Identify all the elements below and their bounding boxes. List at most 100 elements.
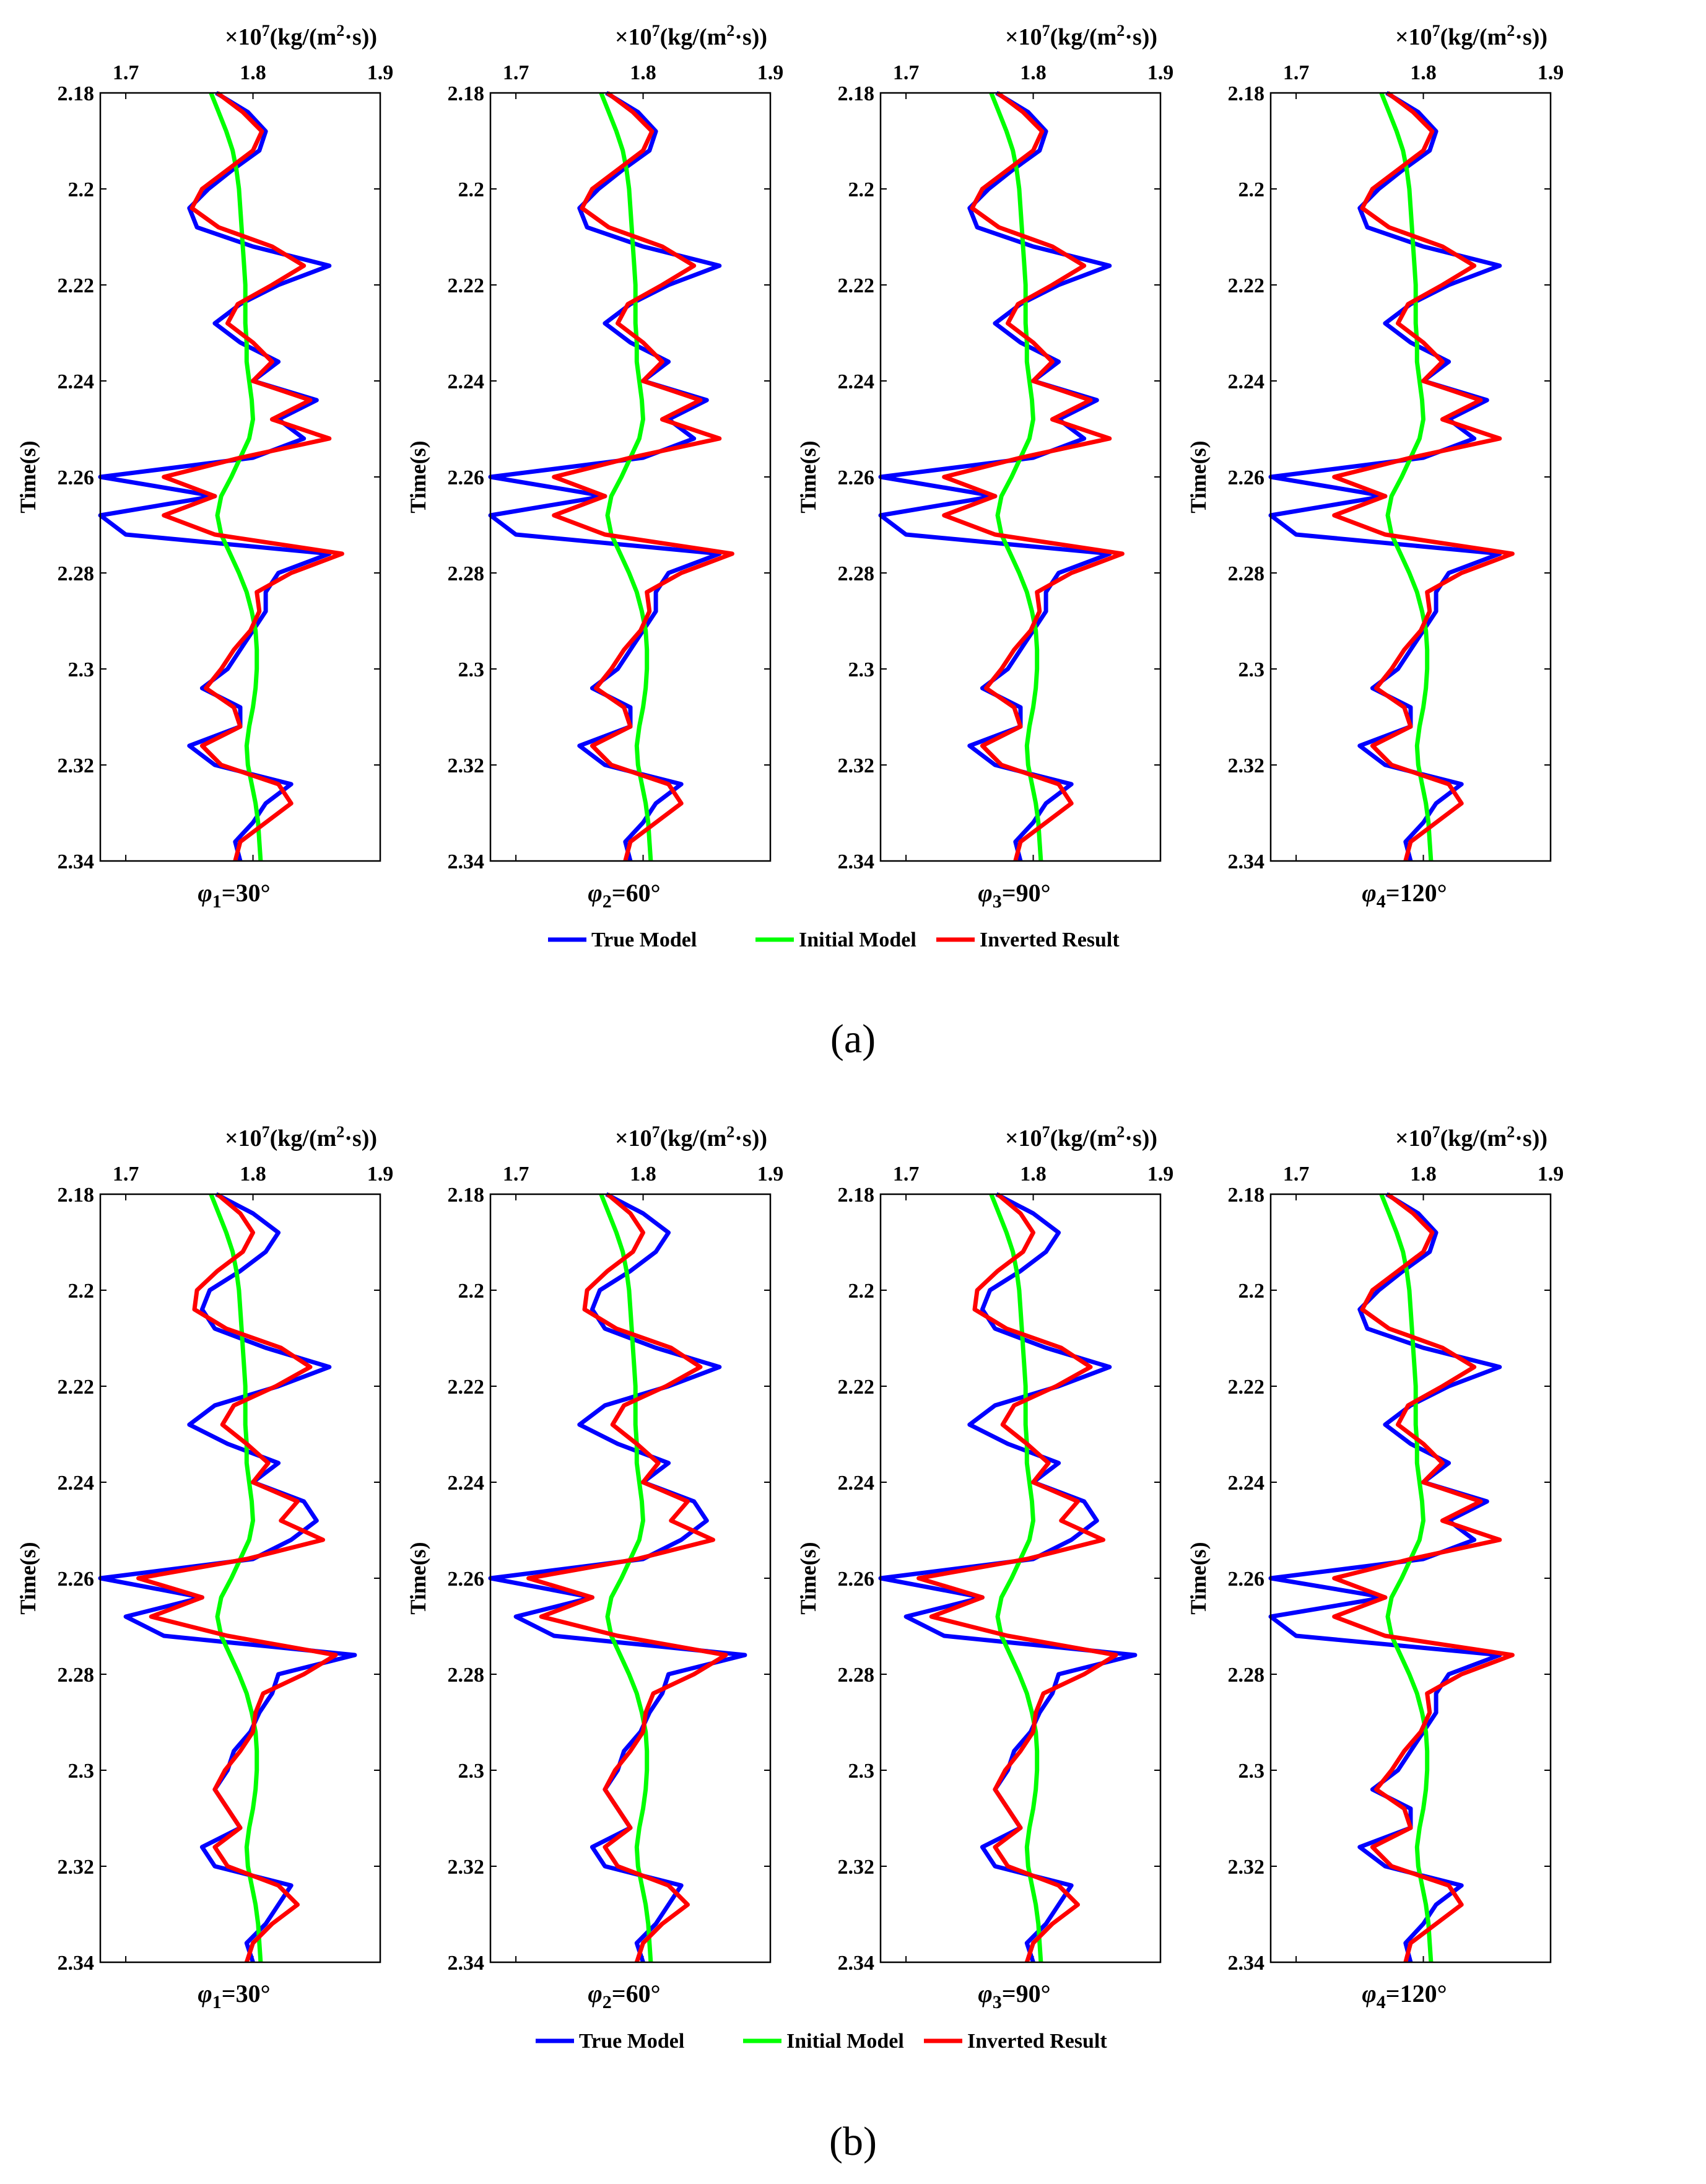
x-tick-label: 1.7 [893,61,920,84]
y-tick-label: 2.32 [1228,754,1265,777]
phi-subscript: 1 [212,1992,222,2012]
phi-symbol: φ [198,1980,212,2007]
azimuth-value: =60° [612,1980,661,2007]
x-tick-label: 1.8 [1020,61,1047,84]
y-tick-label: 2.3 [848,658,875,681]
legend-label: True Model [579,2030,684,2053]
series-inverted-result [552,91,734,862]
unit-prefix: ×10 [225,1125,262,1151]
series-initial-model [1379,1193,1434,1963]
y-tick-label: 2.28 [838,562,875,585]
x-tick-label: 1.8 [240,1163,266,1186]
y-tick-label: 2.3 [68,658,95,681]
unit-exponent-2: 2 [726,22,734,40]
phi-subscript: 1 [212,891,222,912]
x-tick-label: 1.7 [503,61,529,84]
y-tick-label: 2.28 [838,1664,875,1687]
phi-symbol: φ [198,879,212,907]
y-tick-label: 2.24 [838,1472,875,1495]
x-tick-label: 1.7 [1283,61,1310,84]
series-true-model [1268,91,1502,862]
y-tick-label: 2.22 [58,1376,95,1399]
y-tick-label: 2.34 [58,1952,95,1975]
unit-exponent-2: 2 [1116,22,1125,40]
y-tick-label: 2.34 [448,850,485,873]
x-tick-label: 1.7 [1283,1163,1310,1186]
y-tick-label: 2.2 [458,1280,485,1303]
subplot-b-4: ×107(kg/(m2·s)) 1.7 1.8 1.9 2.18 2.2 2.22 2.24 2… [1186,1123,1564,2012]
y-tick-label: 2.32 [58,1856,95,1879]
unit-tail: ·s)) [1515,1125,1547,1151]
y-tick-label: 2.32 [1228,1856,1265,1879]
series-inverted-result [1332,91,1515,862]
subplot-a-1: ×107(kg/(m2·s)) 1.7 1.8 1.9 2.18 2.2 2.22 2.24 2… [15,22,393,912]
subplot-b-2: ×107(kg/(m2·s))1.7 1.8 1.92.182.22.222.242… [406,1123,783,2012]
unit-tail: ·s)) [1125,1125,1157,1151]
series-true-model [98,91,332,862]
y-tick-label: 2.32 [838,1856,875,1879]
y-tick-label: 2.34 [838,1952,875,1975]
y-tick-label: 2.18 [1228,82,1265,105]
legend-a: True Model Initial Model Inverted Result [548,928,1120,951]
y-tick-label: 2.3 [1238,658,1265,681]
y-tick-label: 2.24 [448,1472,485,1495]
y-tick-label: 2.34 [838,850,875,873]
y-tick-label: 2.18 [838,82,875,105]
x-tick-label: 1.7 [503,1163,529,1186]
x-tick-label: 1.7 [893,1163,920,1186]
azimuth-value: =90° [1002,879,1051,907]
y-tick-label: 2.3 [1238,1760,1265,1783]
x-tick-label: 1.7 [113,61,139,84]
y-tick-label: 2.2 [1238,1280,1265,1303]
unit-exponent-2: 2 [726,1123,734,1141]
axes-frame [489,92,772,862]
phi-subscript: 3 [993,891,1002,912]
axes-frame [879,92,1162,862]
axes-frame [1269,92,1552,862]
y-tick-label: 2.22 [1228,1376,1265,1399]
phi-subscript: 3 [993,1992,1002,2012]
y-tick-label: 2.2 [68,1280,95,1303]
y-tick-label: 2.22 [838,274,875,297]
x-tick-label: 1.8 [1410,1163,1437,1186]
y-tick-label: 2.3 [68,1760,95,1783]
phi-symbol: φ [1362,879,1376,907]
y-tick-label: 2.24 [838,370,875,393]
x-tick-label: 1.7 [113,1163,139,1186]
unit-tail: ·s)) [344,1125,377,1151]
y-tick-label: 2.28 [58,1664,95,1687]
phi-subscript: 4 [1377,891,1386,912]
x-tick-label: 1.9 [757,1163,784,1186]
x-tick-label: 1.9 [1147,61,1174,84]
y-tick-label: 2.3 [458,658,485,681]
legend-label: Initial Model [799,928,916,951]
y-tick-label: 2.28 [448,562,485,585]
y-tick-label: 2.18 [838,1184,875,1207]
y-tick-label: 2.24 [1228,1472,1265,1495]
series-inverted-result [942,91,1125,862]
x-tick-label: 1.9 [1538,61,1564,84]
y-axis-label: Time(s) [406,440,430,513]
unit-body: (kg/(m [1440,24,1507,50]
x-tick-label: 1.8 [1020,1163,1047,1186]
unit-exponent: 7 [652,1123,660,1141]
legend-label: Inverted Result [980,928,1120,951]
x-tick-label: 1.9 [367,61,394,84]
y-tick-label: 2.18 [58,82,95,105]
azimuth-value: =120° [1386,879,1447,907]
y-tick-label: 2.24 [58,1472,95,1495]
subplot-title: φ4=120° [1362,879,1447,912]
x-unit-label: ×107(kg/(m2·s)) [615,22,767,50]
y-tick-label: 2.2 [458,178,485,201]
azimuth-value: =30° [222,1980,271,2007]
y-tick-label: 2.34 [448,1952,485,1975]
phi-symbol: φ [588,1980,602,2007]
y-tick-label: 2.32 [448,1856,485,1879]
y-axis-label: Time(s) [15,440,40,513]
y-tick-label: 2.18 [448,82,485,105]
y-axis-label: Time(s) [796,1542,820,1614]
unit-exponent: 7 [1432,1123,1440,1141]
y-tick-label: 2.2 [848,178,875,201]
azimuth-value: =90° [1002,1980,1051,2007]
y-axis-label: Time(s) [1186,440,1211,513]
